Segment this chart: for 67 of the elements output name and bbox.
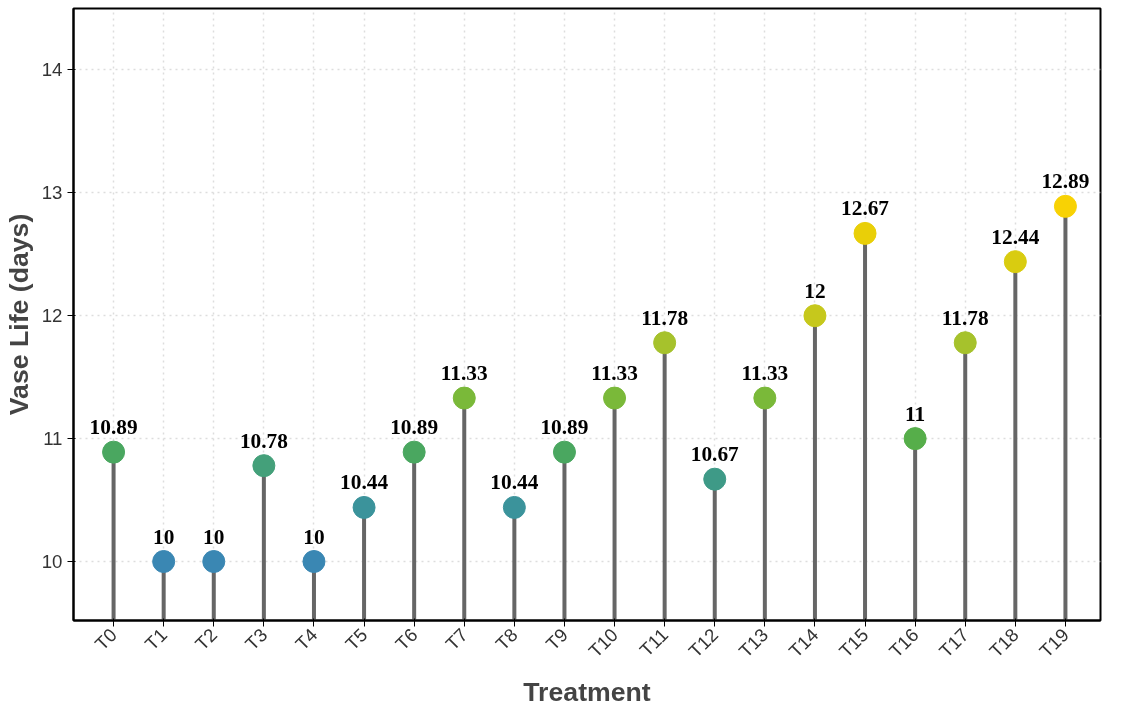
data-label: 11.78 — [941, 305, 989, 330]
point — [152, 550, 176, 573]
x-tick-label: T15 — [834, 624, 873, 662]
data-label: 12.89 — [1041, 169, 1090, 194]
y-tick-label: 11 — [43, 428, 63, 450]
x-tick-label: T0 — [90, 624, 122, 655]
point — [352, 495, 376, 519]
x-tick-label: T7 — [441, 624, 472, 655]
x-tick-label: T2 — [190, 624, 222, 655]
data-label: 10 — [203, 524, 225, 549]
x-tick-label: T17 — [935, 624, 973, 662]
x-tick-label: T19 — [1035, 624, 1073, 662]
x-tick-label: T10 — [584, 624, 622, 662]
point — [1003, 250, 1027, 274]
x-tick-label: T5 — [341, 624, 372, 655]
point — [252, 454, 276, 478]
point — [903, 427, 927, 451]
data-label: 11.78 — [641, 305, 689, 330]
x-tick-label: T16 — [884, 624, 923, 662]
x-tick-label: T4 — [291, 624, 322, 655]
y-tick-label: 10 — [41, 551, 63, 573]
data-label: 10.89 — [390, 415, 439, 440]
data-label: 10 — [303, 524, 325, 549]
data-label: 12 — [804, 278, 826, 303]
point — [552, 440, 576, 464]
point — [753, 386, 777, 410]
point — [653, 331, 677, 355]
data-label: 11 — [905, 401, 926, 426]
y-tick-label: 12 — [41, 305, 63, 327]
data-label: 10.44 — [490, 470, 539, 495]
point — [402, 440, 426, 464]
x-tick-label: T12 — [684, 624, 723, 662]
y-tick-label: 13 — [41, 182, 63, 204]
point — [502, 495, 526, 519]
data-label: 10.78 — [239, 428, 288, 453]
point — [853, 221, 877, 245]
point — [803, 304, 827, 328]
x-tick-label: T14 — [784, 624, 823, 662]
x-tick-label: T6 — [391, 624, 422, 655]
data-label: 11.33 — [591, 361, 638, 386]
point — [953, 331, 977, 355]
point — [603, 386, 627, 410]
y-tick-label: 14 — [41, 59, 63, 81]
point — [703, 467, 727, 491]
data-label: 12.44 — [991, 224, 1040, 249]
data-label: 12.67 — [841, 196, 890, 221]
x-tick-label: T8 — [491, 624, 522, 655]
x-tick-label: T9 — [541, 624, 572, 655]
data-label: 10.89 — [89, 415, 138, 440]
point — [452, 386, 476, 410]
point — [302, 550, 326, 573]
data-label: 10 — [153, 524, 175, 549]
data-label: 11.33 — [440, 361, 488, 386]
data-label: 10.44 — [340, 470, 389, 495]
point — [102, 440, 126, 464]
data-label: 11.33 — [741, 361, 789, 386]
x-tick-label: T13 — [734, 624, 773, 662]
x-tick-label: T11 — [635, 624, 673, 661]
x-tick-label: T1 — [140, 624, 172, 655]
point — [202, 550, 226, 573]
x-tick-label: T3 — [241, 624, 272, 655]
x-tick-label: T18 — [985, 624, 1023, 662]
point — [1053, 194, 1077, 218]
data-label: 10.67 — [690, 442, 740, 467]
x-axis-title: Treatment — [523, 677, 651, 708]
y-axis-title: Vase Life (days) — [3, 213, 34, 416]
data-label: 10.89 — [540, 415, 589, 440]
